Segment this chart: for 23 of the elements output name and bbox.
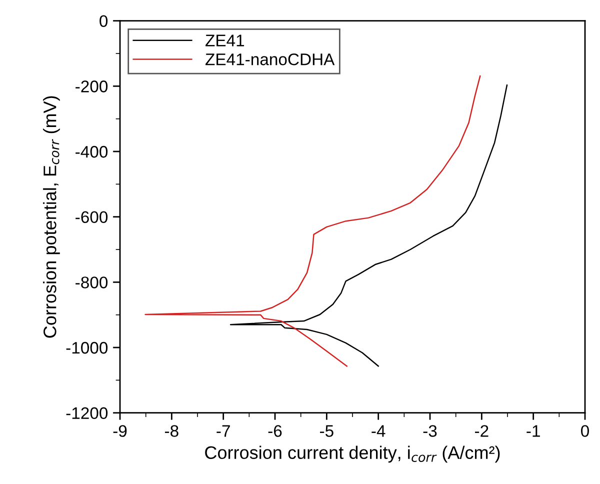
x-axis-title: Corrosion current denity, i$_{corr}$ (A/cm²) <box>205 446 500 463</box>
x-tick-label: -1 <box>526 425 540 437</box>
x-tick-label: 0 <box>581 425 589 437</box>
y-tick-label: 0 <box>100 15 108 28</box>
x-tick-label: -5 <box>320 425 334 437</box>
line-series <box>144 75 481 367</box>
line-series <box>230 84 508 367</box>
y-tick-label: -800 <box>76 276 108 288</box>
x-tick-label: -6 <box>268 425 282 437</box>
y-tick-label: -1000 <box>66 342 108 354</box>
x-tick-label: -8 <box>164 425 178 437</box>
legend-label: ZE41 <box>206 34 244 46</box>
y-tick-label: -600 <box>76 211 108 224</box>
y-tick-label: -1200 <box>66 407 108 420</box>
x-tick-label: -4 <box>372 425 386 437</box>
y-tick-label: -200 <box>76 80 108 92</box>
y-tick-label: -400 <box>76 146 108 158</box>
x-tick-label: -7 <box>216 425 230 437</box>
y-axis-title: Corrosion potential, E$_{corr}$ (mV) <box>43 96 60 338</box>
legend-label: ZE41-nanoCDHA <box>206 53 335 66</box>
x-tick-label: -3 <box>423 425 437 437</box>
x-tick-label: -9 <box>113 425 127 437</box>
x-tick-label: -2 <box>474 425 488 437</box>
